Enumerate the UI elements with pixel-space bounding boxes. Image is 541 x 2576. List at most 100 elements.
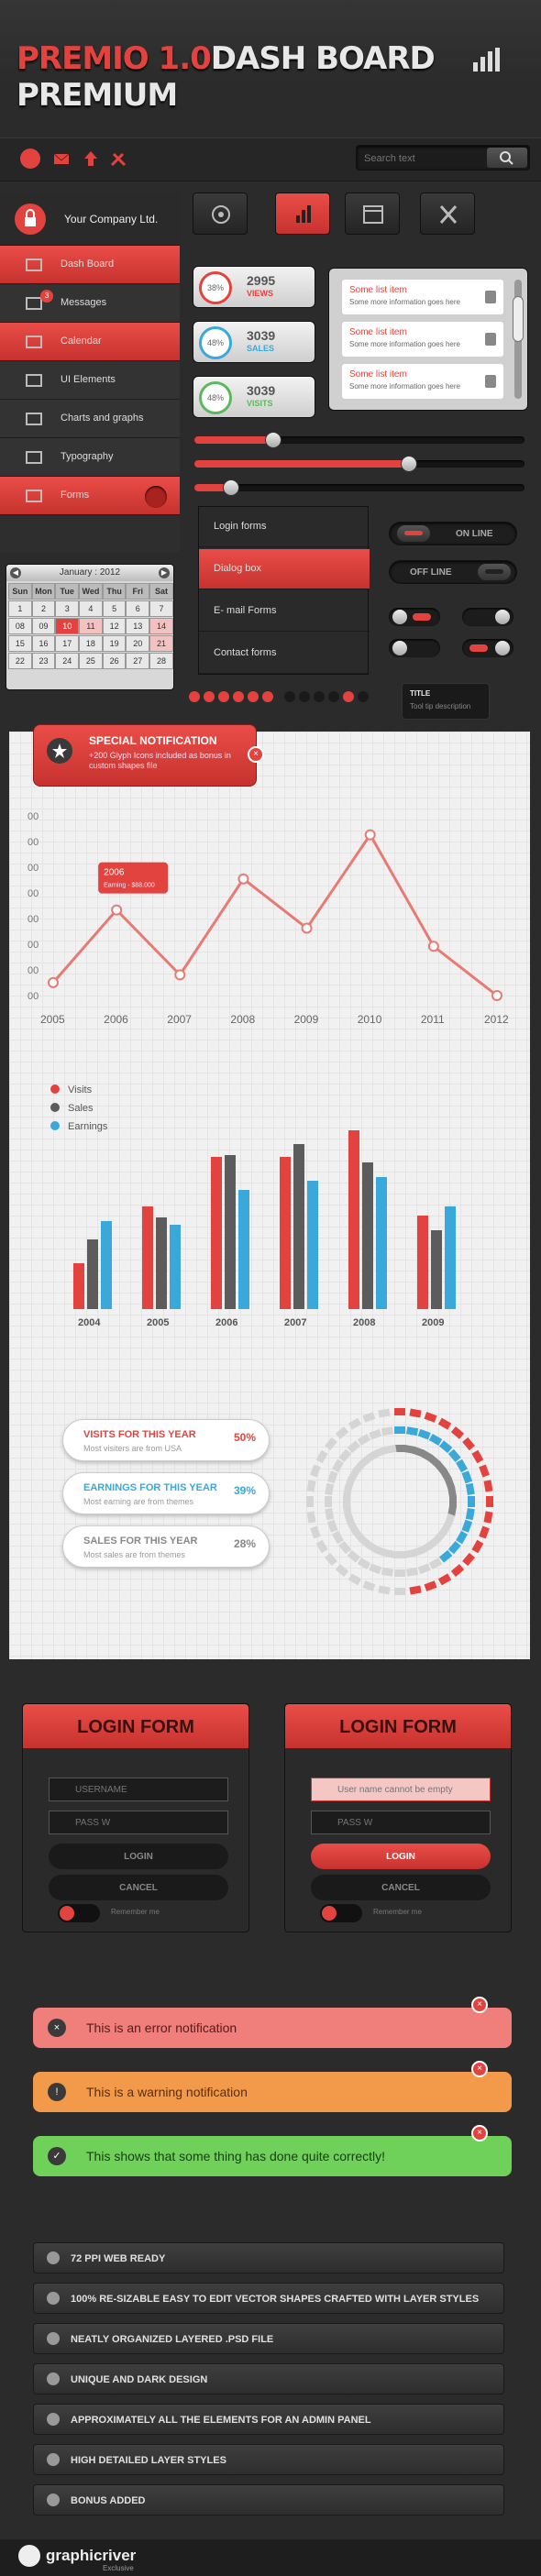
calendar-day[interactable]: 08 [8, 618, 32, 634]
username-input[interactable] [49, 1778, 228, 1801]
tab-dashboard[interactable] [193, 193, 248, 235]
calendar-day[interactable]: 20 [126, 635, 150, 652]
calendar-day[interactable]: 1 [8, 600, 32, 617]
toggle-switch[interactable] [389, 608, 440, 626]
remember-toggle[interactable] [320, 1904, 362, 1922]
sidebar-item-messages[interactable]: 3 Messages [0, 284, 180, 323]
sidebar-item-ui-elements[interactable]: UI Elements [0, 361, 180, 400]
range-slider[interactable] [194, 479, 524, 496]
dropdown-item[interactable]: Contact forms [199, 633, 370, 674]
calendar-day[interactable]: 26 [102, 653, 127, 669]
list-item[interactable]: Some list item Some more information goes… [342, 322, 503, 357]
upload-icon[interactable] [81, 149, 101, 169]
list-scroll-thumb[interactable] [513, 296, 524, 342]
calendar-day[interactable]: 12 [102, 618, 127, 634]
calendar-day[interactable]: 19 [102, 635, 127, 652]
dropdown-item[interactable]: E- mail Forms [199, 591, 370, 632]
sidebar-item-forms[interactable]: Forms [0, 477, 180, 515]
bar[interactable] [445, 1206, 456, 1309]
calendar-day[interactable]: 23 [31, 653, 56, 669]
pager-dot[interactable] [189, 691, 200, 702]
calendar-day[interactable]: 7 [149, 600, 173, 617]
cancel-button[interactable]: CANCEL [311, 1875, 491, 1900]
remember-toggle[interactable] [58, 1904, 100, 1922]
trash-icon[interactable] [485, 375, 496, 388]
line-point[interactable] [364, 829, 376, 841]
home-icon[interactable] [20, 149, 40, 169]
bar[interactable] [101, 1221, 112, 1309]
pager-dot[interactable] [343, 691, 354, 702]
calendar-day[interactable]: 28 [149, 653, 173, 669]
calendar-day[interactable]: 4 [79, 600, 103, 617]
bar[interactable] [307, 1181, 318, 1309]
line-point[interactable] [48, 976, 59, 988]
calendar-day[interactable]: 21 [149, 635, 173, 652]
line-point[interactable] [491, 990, 502, 1001]
toggle-switch[interactable] [462, 608, 513, 626]
prev-month-button[interactable]: ◀ [10, 567, 21, 578]
bar[interactable] [238, 1190, 249, 1309]
sidebar-item-dash-board[interactable]: Dash Board [0, 246, 180, 284]
bar[interactable] [431, 1230, 442, 1309]
toggle-switch[interactable] [462, 639, 513, 657]
pager-dot[interactable] [314, 691, 325, 702]
slider-knob[interactable] [265, 432, 282, 448]
line-point[interactable] [427, 941, 439, 952]
bar[interactable] [142, 1206, 153, 1309]
pager-dot[interactable] [218, 691, 229, 702]
calendar-day[interactable]: 09 [31, 618, 56, 634]
calendar-day[interactable]: 24 [55, 653, 80, 669]
bar[interactable] [293, 1144, 304, 1309]
bar[interactable] [362, 1162, 373, 1309]
calendar-day[interactable]: 17 [55, 635, 80, 652]
sidebar-item-calendar[interactable]: Calendar [0, 323, 180, 361]
line-point[interactable] [111, 904, 123, 916]
pager-dot[interactable] [328, 691, 339, 702]
pager-dot[interactable] [233, 691, 244, 702]
calendar-day[interactable]: 18 [79, 635, 103, 652]
calendar-day[interactable]: 6 [126, 600, 150, 617]
pager-dot[interactable] [299, 691, 310, 702]
tab-charts[interactable] [275, 193, 330, 235]
slider-knob[interactable] [222, 479, 239, 496]
bar[interactable] [280, 1157, 291, 1309]
bar[interactable] [170, 1225, 181, 1309]
sidebar-item-typography[interactable]: Typography [0, 438, 180, 477]
calendar-day[interactable]: 27 [126, 653, 150, 669]
pager-dot[interactable] [204, 691, 215, 702]
tools-icon[interactable] [108, 149, 128, 169]
range-slider[interactable] [194, 456, 524, 472]
range-slider[interactable] [194, 432, 524, 448]
line-point[interactable] [237, 873, 249, 885]
close-icon[interactable]: × [248, 746, 264, 763]
calendar-day[interactable]: 3 [55, 600, 80, 617]
bar[interactable] [211, 1157, 222, 1309]
close-icon[interactable]: × [471, 2125, 488, 2141]
offline-switch[interactable]: OFF LINE [389, 560, 517, 584]
tab-calendar[interactable] [345, 193, 400, 235]
bar[interactable] [376, 1177, 387, 1309]
online-switch[interactable]: ON LINE [389, 522, 517, 545]
bar[interactable] [73, 1263, 84, 1309]
calendar-day[interactable]: 15 [8, 635, 32, 652]
search-button[interactable] [487, 148, 527, 168]
trash-icon[interactable] [485, 291, 496, 303]
sidebar-item-charts-and-graphs[interactable]: Charts and graphs [0, 400, 180, 438]
login-button[interactable]: LOGIN [311, 1844, 491, 1869]
forms-toggle-button[interactable] [145, 486, 167, 508]
bar[interactable] [348, 1130, 359, 1309]
calendar-day[interactable]: 10 [55, 618, 80, 634]
list-item[interactable]: Some list item Some more information goes… [342, 364, 503, 399]
trash-icon[interactable] [485, 333, 496, 346]
dropdown-item[interactable]: Dialog box [199, 549, 370, 589]
cancel-button[interactable]: CANCEL [49, 1875, 228, 1900]
next-month-button[interactable]: ▶ [159, 567, 170, 578]
dropdown-item[interactable]: Login forms [199, 507, 370, 547]
envelope-icon[interactable] [51, 149, 72, 169]
username-input[interactable] [311, 1778, 491, 1801]
pager-dot[interactable] [358, 691, 369, 702]
bar[interactable] [417, 1216, 428, 1309]
calendar-day[interactable]: 5 [102, 600, 127, 617]
bar[interactable] [156, 1217, 167, 1309]
bar[interactable] [87, 1239, 98, 1309]
